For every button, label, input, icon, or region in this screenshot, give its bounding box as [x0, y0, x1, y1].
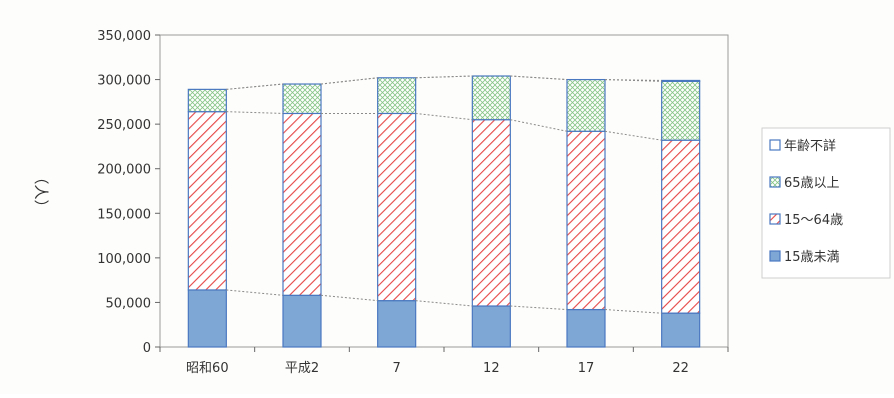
bar-segment [566, 308, 606, 348]
legend-label: 年齢不詳 [784, 138, 836, 154]
bar-segment [471, 75, 511, 121]
y-tick-label: 0 [143, 341, 151, 356]
bar-segment [377, 112, 417, 302]
series-connector-line [415, 300, 473, 307]
x-tick-label: 昭和60 [186, 361, 229, 376]
series-connector-line [510, 75, 568, 81]
series-connector-line [415, 112, 473, 121]
x-tick-label: 平成2 [285, 361, 319, 376]
series-connector-line [510, 119, 568, 132]
bar-segment [377, 300, 417, 348]
y-tick-label: 50,000 [106, 296, 152, 311]
legend-label: 15～64歳 [784, 213, 843, 228]
bar-segment [471, 305, 511, 348]
bar-segment [471, 119, 511, 307]
y-tick-label: 350,000 [97, 29, 151, 44]
y-tick-label: 100,000 [97, 252, 151, 267]
bar-segment [282, 83, 322, 115]
bar-segment [566, 78, 606, 132]
series-connector-line [226, 83, 284, 90]
x-tick-label: 17 [578, 361, 595, 376]
series-connector-line [604, 130, 662, 141]
y-tick-label: 150,000 [97, 207, 151, 222]
x-tick-label: 22 [672, 361, 689, 376]
bar-segment [661, 80, 701, 141]
bar-segment [566, 130, 606, 311]
bar-segment [377, 77, 417, 115]
legend-box [761, 127, 891, 279]
plot-area [159, 34, 729, 348]
series-connector-line [226, 111, 284, 114]
bar-segment [661, 79, 701, 82]
y-tick-label: 200,000 [97, 163, 151, 178]
bar-segment [282, 294, 322, 348]
y-axis-label: （人） [32, 169, 50, 214]
bar-segment [187, 111, 227, 291]
y-tick-label: 250,000 [97, 118, 151, 133]
legend-label: 65歳以上 [784, 176, 840, 191]
bar-segment [661, 312, 701, 348]
legend-label: 15歳未満 [784, 250, 840, 265]
bar-segment [282, 112, 322, 296]
series-connector-line [415, 75, 473, 79]
x-tick-label: 7 [393, 361, 401, 376]
series-connector-line [320, 77, 378, 85]
legend-swatch [769, 213, 781, 225]
x-tick-label: 12 [483, 361, 500, 376]
legend-swatch [769, 176, 781, 188]
legend-swatch [769, 250, 781, 262]
y-tick-label: 300,000 [97, 74, 151, 89]
series-connector-line [226, 289, 284, 296]
bar-segment [187, 289, 227, 348]
series-connector-line [510, 305, 568, 311]
series-connector-line [604, 79, 662, 81]
series-connector-line [604, 309, 662, 314]
bar-segment [187, 88, 227, 113]
legend-swatch [769, 139, 781, 151]
series-connector-line [320, 294, 378, 302]
bar-segment [661, 139, 701, 314]
